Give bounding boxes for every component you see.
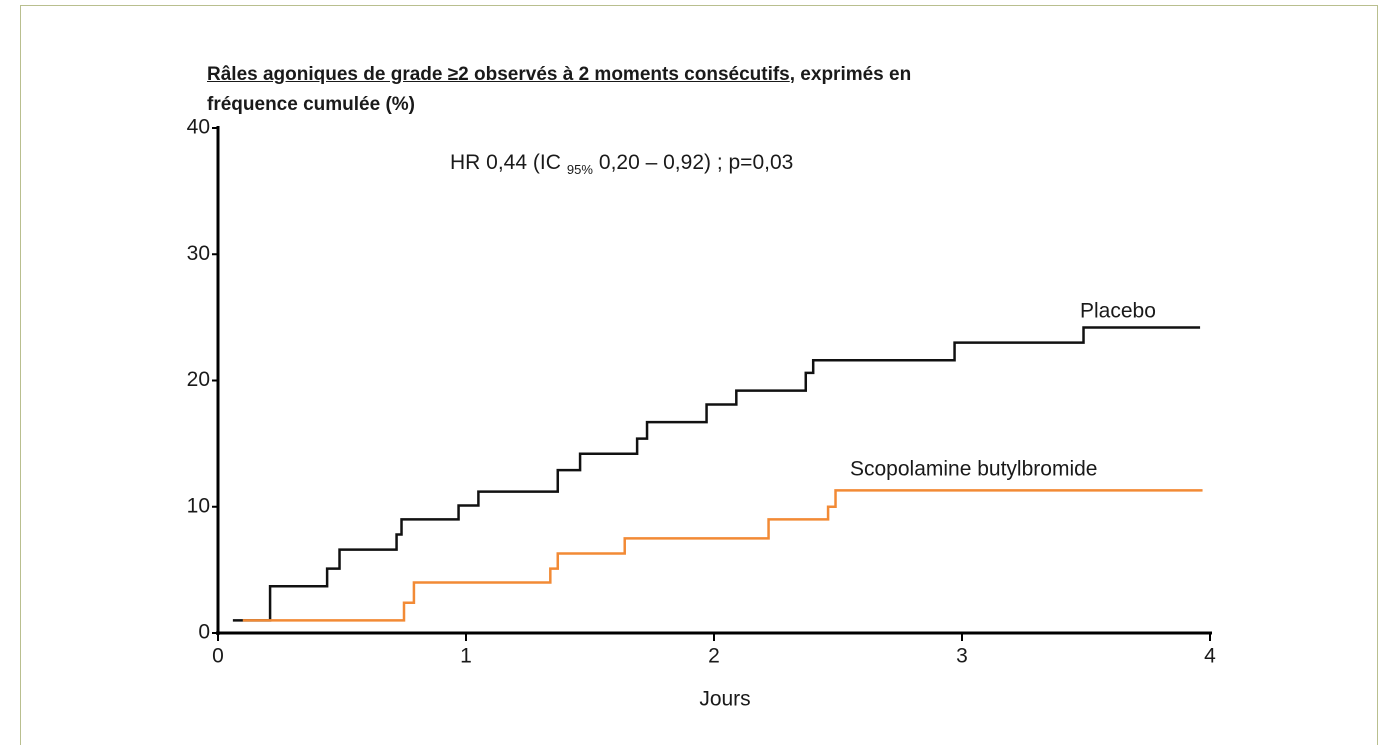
y-tick-label: 30 — [187, 242, 210, 265]
y-tick-label: 20 — [187, 368, 210, 391]
y-tick-label: 0 — [198, 621, 210, 644]
x-tick-label: 3 — [956, 645, 968, 668]
x-tick-label: 4 — [1204, 645, 1216, 668]
title-underlined: Râles agoniques de grade ≥2 observés à 2… — [207, 64, 790, 85]
y-tick-label: 10 — [187, 494, 210, 517]
chart-title: Râles agoniques de grade ≥2 observés à 2… — [207, 60, 911, 120]
step-line — [232, 326, 1201, 622]
title-text: fréquence cumulée (%) — [207, 94, 415, 115]
x-axis-label: Jours — [699, 688, 750, 711]
title-text: , exprimés en — [789, 64, 912, 85]
y-tick-label: 40 — [187, 116, 210, 139]
annotation-text: 0,20 – 0,92) ; p=0,03 — [599, 151, 793, 174]
frame — [20, 5, 1378, 745]
series-label: Placebo — [1080, 300, 1156, 323]
x-tick-label: 0 — [212, 645, 224, 668]
annotation: HR 0,44 (IC 95% 0,20 – 0,92) ; p=0,03 — [450, 151, 793, 178]
annotation-subscript: 95% — [567, 162, 593, 177]
x-tick-label: 1 — [460, 645, 472, 668]
annotation-text: HR 0,44 (IC — [450, 151, 561, 174]
step-line — [242, 489, 1203, 622]
series-label: Scopolamine butylbromide — [850, 458, 1097, 481]
x-tick-label: 2 — [708, 645, 720, 668]
